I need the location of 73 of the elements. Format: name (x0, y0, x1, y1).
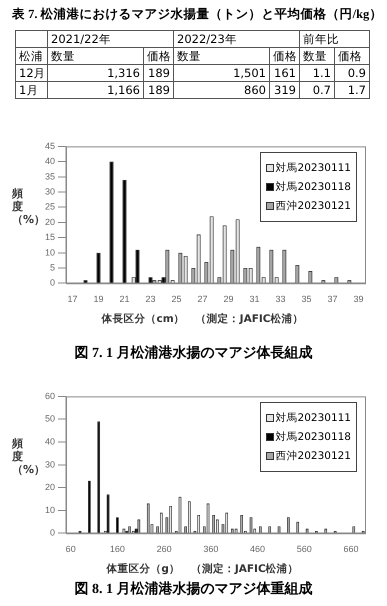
x-tick-label: 560 (296, 544, 312, 554)
text: 2021/22年 (48, 30, 174, 48)
y-tick-label: 20 (44, 482, 56, 492)
text: 1.1 (300, 64, 334, 82)
text: 1,316 (48, 64, 144, 82)
x-tick-label: 31 (249, 294, 260, 304)
x-axis-title: 体重区分（g） （測定：JAFIC松浦） (105, 562, 300, 576)
text: 1月 (16, 82, 48, 98)
text: 数量 (174, 48, 270, 64)
y-tick-label: 0 (50, 278, 56, 288)
text: 12月 (16, 64, 48, 82)
x-tick-label: 460 (250, 544, 266, 554)
y-tick-label: 0 (50, 528, 56, 538)
x-tick-label: 35 (301, 294, 312, 304)
text: 数量 (300, 48, 334, 64)
text: 表 7. 松浦港におけるマアジ水揚量（トン）と平均価格（円/kg） (12, 6, 382, 23)
text: 前年比 (300, 30, 370, 48)
x-tick-label: 19 (94, 294, 104, 304)
x-tick-label: 23 (146, 294, 156, 304)
y-tick-label: 20 (44, 216, 56, 227)
text: 図 8. 1 月松浦港水揚のマアジ体重組成 (74, 580, 314, 598)
text: 価格 (334, 48, 370, 64)
x-tick-label: 360 (203, 544, 218, 554)
y-tick-label: 40 (44, 436, 56, 446)
x-axis-title: 体長区分（cm） （測定：JAFIC松浦） (100, 312, 304, 326)
x-tick-label: 260 (156, 544, 172, 554)
y-tick-label: 30 (44, 459, 56, 470)
text: 161 (270, 64, 300, 82)
legend-label: 対馬20230118 (276, 430, 351, 444)
y-tick-label: 30 (44, 186, 56, 196)
y-tick-label: 45 (44, 140, 56, 151)
y-tick-label: 40 (44, 156, 56, 166)
text: 189 (144, 82, 174, 98)
legend-label: 対馬20230111 (276, 161, 351, 176)
text: 0.9 (334, 64, 370, 82)
text: 数量 (48, 48, 144, 64)
text: 1.7 (334, 82, 370, 98)
x-tick-label: 33 (275, 294, 286, 304)
text: 1,166 (48, 82, 144, 98)
text: 図 7. 1 月松浦港水揚のマアジ体長組成 (74, 344, 314, 362)
x-tick-label: 21 (120, 294, 130, 304)
text: 2022/23年 (174, 30, 300, 48)
y-tick-label: 50 (44, 414, 56, 424)
text: 価格 (270, 48, 300, 64)
x-tick-label: 17 (68, 294, 78, 304)
x-tick-label: 29 (223, 294, 234, 304)
x-tick-label: 27 (198, 294, 208, 304)
legend-label: 西沖20230121 (276, 449, 351, 464)
y-axis-title: 頻度（%） (12, 186, 46, 226)
text: 0.7 (300, 82, 334, 98)
y-tick-label: 35 (44, 171, 56, 182)
y-tick-label: 5 (50, 262, 56, 272)
y-axis-title: 頻度（%） (12, 436, 46, 476)
legend-label: 西沖20230121 (276, 199, 351, 214)
y-tick-label: 15 (44, 232, 56, 242)
text: 価格 (144, 48, 174, 64)
x-tick-label: 660 (343, 544, 358, 554)
y-tick-label: 60 (44, 390, 56, 401)
text: 松浦 (16, 48, 48, 64)
x-tick-label: 160 (110, 544, 125, 554)
text: 1,501 (174, 64, 270, 82)
text: 319 (270, 82, 300, 98)
y-tick-label: 10 (44, 504, 56, 515)
text: 189 (144, 64, 174, 82)
x-tick-label: 37 (327, 294, 338, 304)
x-tick-label: 39 (353, 294, 364, 304)
x-tick-label: 25 (172, 294, 182, 304)
legend-label: 対馬20230111 (276, 411, 351, 426)
y-tick-label: 10 (44, 247, 56, 258)
y-tick-label: 25 (44, 202, 56, 212)
legend-label: 対馬20230118 (276, 180, 351, 194)
text: 860 (174, 82, 270, 98)
x-tick-label: 60 (66, 544, 76, 554)
